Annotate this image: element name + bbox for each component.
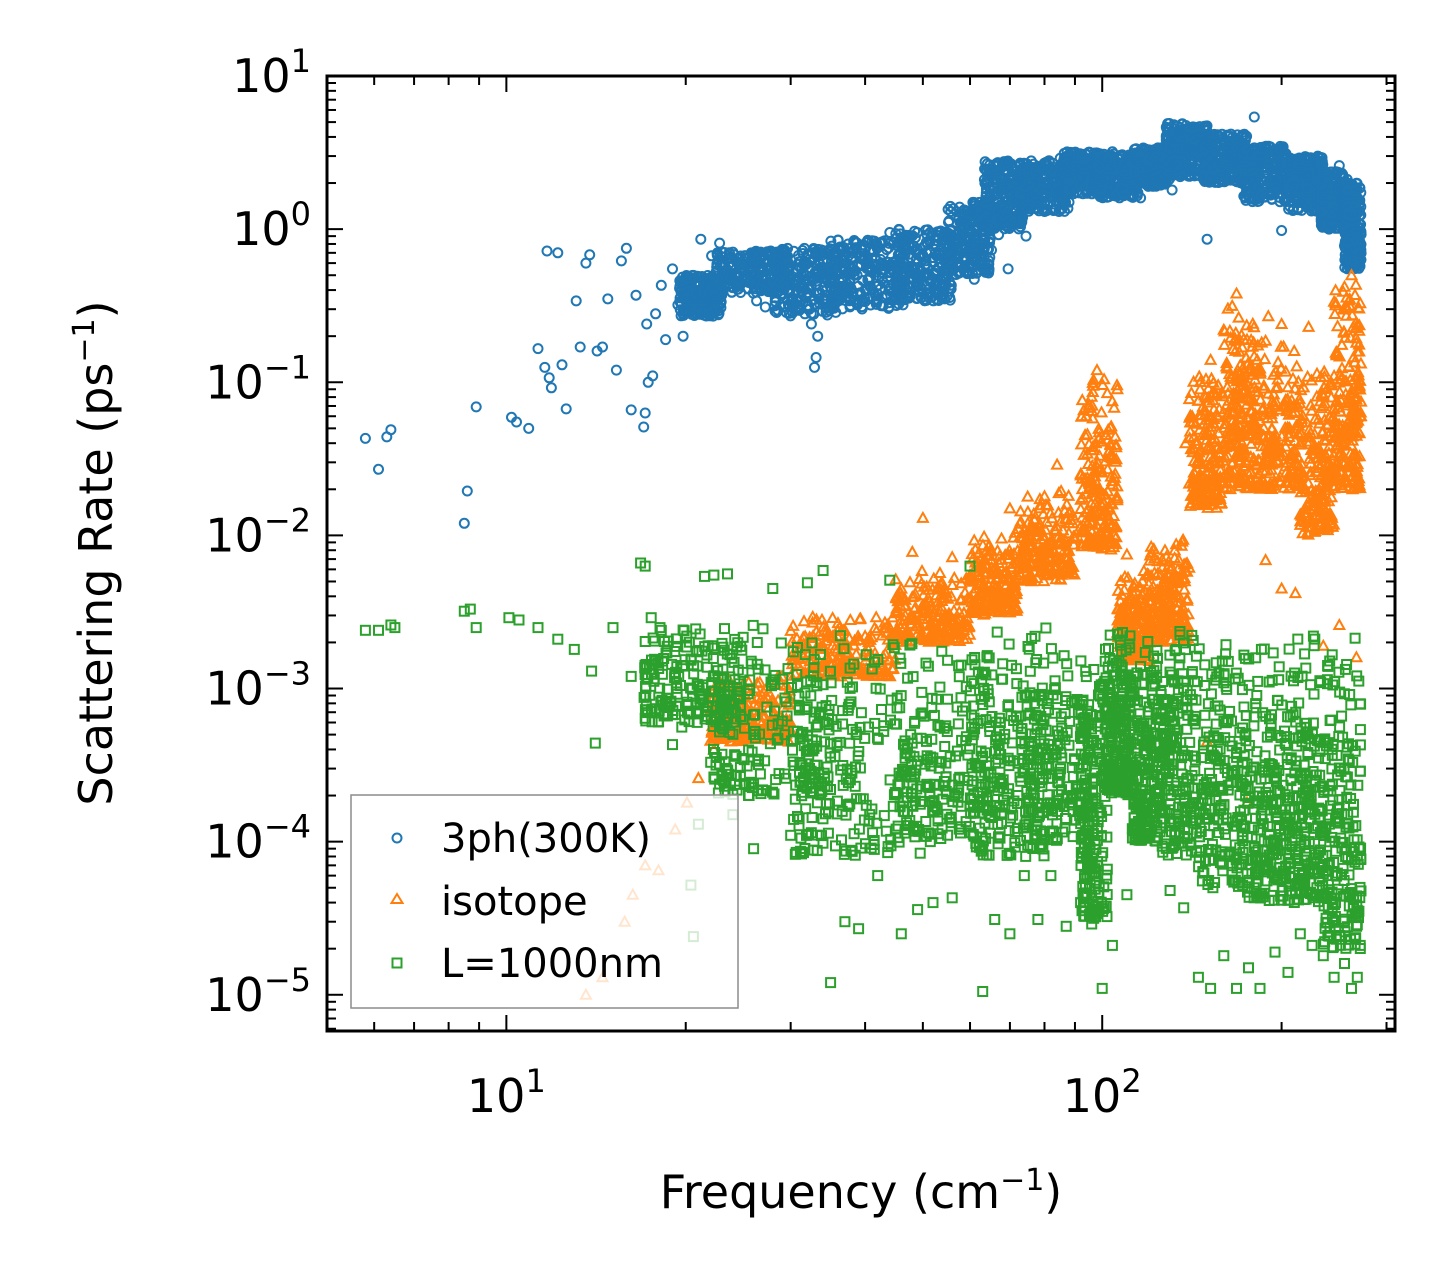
3ph-point: [773, 272, 785, 284]
3ph-point: [690, 303, 702, 315]
3ph-point: [711, 247, 723, 259]
3ph-point: [774, 277, 786, 289]
3ph-point: [846, 247, 858, 259]
3ph-point: [678, 309, 690, 321]
3ph-point: [826, 294, 838, 306]
3ph-point: [846, 288, 858, 299]
3ph-point: [875, 260, 887, 272]
3ph-point: [719, 247, 730, 258]
3ph-point: [688, 309, 700, 321]
3ph-point: [861, 263, 873, 274]
3ph-point: [790, 294, 802, 306]
3ph-point: [866, 246, 878, 258]
3ph-point: [877, 267, 888, 279]
3ph-point: [857, 275, 869, 286]
3ph-point: [869, 252, 881, 264]
3ph-point: [861, 285, 872, 297]
3ph-point: [811, 288, 823, 300]
3ph-point: [844, 295, 856, 307]
3ph-point: [774, 284, 786, 296]
3ph-point: [862, 273, 874, 285]
3ph-point: [855, 251, 867, 263]
series-3ph: [359, 111, 1367, 529]
3ph-point: [676, 279, 688, 290]
3ph-point: [931, 235, 943, 247]
3ph-point: [944, 294, 956, 306]
3ph-point: [914, 286, 926, 298]
3ph-point: [703, 307, 715, 319]
3ph-point: [832, 258, 844, 270]
3ph-point: [692, 271, 704, 282]
3ph-point: [856, 303, 868, 315]
3ph-point: [792, 250, 804, 261]
3ph-point: [841, 278, 853, 290]
3ph-point: [944, 276, 955, 288]
3ph-point: [826, 269, 838, 281]
3ph-point: [877, 236, 888, 248]
3ph-point: [682, 285, 694, 297]
3ph-point: [939, 293, 951, 305]
3ph-point: [680, 270, 692, 281]
3ph-point: [749, 274, 761, 286]
3ph-point: [840, 262, 851, 274]
3ph-point: [921, 261, 933, 273]
3ph-point: [848, 294, 860, 306]
3ph-point: [768, 264, 780, 276]
3ph-point: [791, 301, 803, 313]
3ph-point: [825, 235, 837, 247]
3ph-point: [845, 252, 857, 264]
3ph-point: [724, 272, 736, 284]
3ph-point: [704, 289, 716, 301]
3ph-point: [809, 298, 821, 310]
3ph-point: [836, 290, 847, 302]
3ph-point: [830, 279, 842, 290]
3ph-point: [811, 275, 823, 287]
3ph-point: [884, 267, 895, 279]
3ph-point: [727, 281, 739, 293]
3ph-point: [699, 280, 711, 292]
3ph-point: [715, 280, 727, 291]
3ph-point: [724, 248, 736, 260]
3ph-point: [741, 253, 753, 265]
3ph-point: [705, 297, 717, 308]
3ph-point: [798, 260, 810, 272]
series-layer: [359, 111, 1368, 1000]
3ph-point: [826, 240, 838, 252]
3ph-point: [699, 298, 711, 310]
3ph-point: [921, 229, 933, 241]
3ph-point: [919, 259, 931, 271]
3ph-point: [897, 231, 909, 243]
3ph-point: [756, 265, 768, 277]
3ph-point: [820, 295, 832, 307]
3ph-point: [905, 231, 917, 242]
3ph-point: [814, 298, 826, 310]
3ph-point: [726, 286, 738, 298]
3ph-point: [714, 277, 726, 289]
3ph-point: [894, 228, 906, 240]
3ph-point: [776, 290, 787, 302]
3ph-point: [798, 242, 810, 254]
3ph-point: [784, 260, 796, 272]
3ph-point: [817, 263, 829, 275]
